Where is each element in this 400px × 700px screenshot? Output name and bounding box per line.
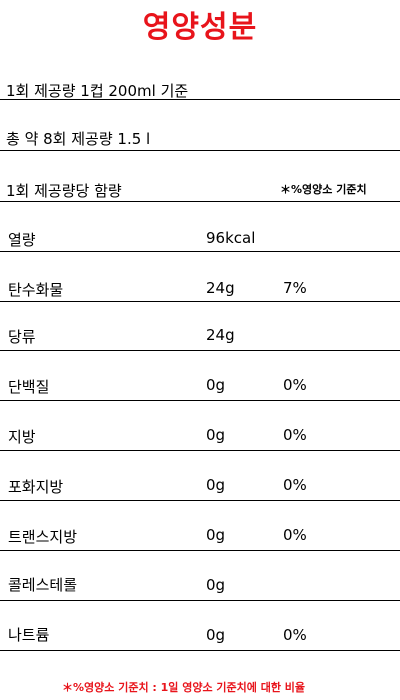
nutrient-dv-sodium: 0% bbox=[283, 626, 307, 644]
divider bbox=[0, 450, 400, 451]
nutrient-dv-fat: 0% bbox=[283, 426, 307, 444]
nutrient-amount-fat: 0g bbox=[206, 426, 226, 444]
divider bbox=[0, 251, 400, 252]
nutrient-label-cholesterol: 콜레스테롤 bbox=[8, 576, 78, 594]
nutrient-dv-carbohydrate: 7% bbox=[283, 279, 307, 297]
divider bbox=[0, 400, 400, 401]
serving-size-text: 1회 제공량 1컵 200ml 기준 bbox=[6, 82, 189, 100]
nutrient-label-sugars: 당류 bbox=[8, 328, 36, 346]
nutrient-label-fat: 지방 bbox=[8, 428, 36, 446]
nutrient-amount-cholesterol: 0g bbox=[206, 576, 226, 594]
divider bbox=[0, 99, 400, 100]
divider bbox=[0, 150, 400, 151]
divider bbox=[0, 350, 400, 351]
nutrient-label-protein: 단백질 bbox=[8, 378, 50, 396]
divider bbox=[0, 500, 400, 501]
nutrient-label-calories: 열량 bbox=[8, 231, 36, 249]
divider bbox=[0, 301, 400, 302]
nutrient-amount-saturated-fat: 0g bbox=[206, 476, 226, 494]
nutrient-dv-protein: 0% bbox=[283, 376, 307, 394]
nutrient-dv-trans-fat: 0% bbox=[283, 526, 307, 544]
nutrient-label-saturated-fat: 포화지방 bbox=[8, 478, 64, 496]
servings-total-text: 총 약 8회 제공량 1.5 l bbox=[6, 130, 151, 148]
daily-value-footnote: ＊%영양소 기준치 : 1일 영양소 기준치에 대한 비율 bbox=[62, 681, 306, 694]
per-serving-header: 1회 제공량당 함량 bbox=[6, 182, 122, 200]
divider bbox=[0, 201, 400, 202]
nutrient-amount-protein: 0g bbox=[206, 376, 226, 394]
nutrient-label-sodium: 나트륨 bbox=[8, 626, 50, 644]
nutrient-amount-sodium: 0g bbox=[206, 626, 226, 644]
nutrient-label-trans-fat: 트랜스지방 bbox=[8, 528, 78, 546]
divider bbox=[0, 600, 400, 601]
nutrition-facts-title: 영양성분 bbox=[142, 10, 258, 45]
nutrient-amount-sugars: 24g bbox=[206, 326, 235, 344]
nutrient-amount-carbohydrate: 24g bbox=[206, 279, 235, 297]
divider bbox=[0, 550, 400, 551]
daily-value-header: ＊%영양소 기준치 bbox=[280, 183, 367, 196]
nutrient-label-carbohydrate: 탄수화물 bbox=[8, 281, 64, 299]
nutrient-dv-saturated-fat: 0% bbox=[283, 476, 307, 494]
divider bbox=[0, 650, 400, 651]
nutrient-amount-trans-fat: 0g bbox=[206, 526, 226, 544]
nutrient-amount-calories: 96kcal bbox=[206, 229, 256, 247]
